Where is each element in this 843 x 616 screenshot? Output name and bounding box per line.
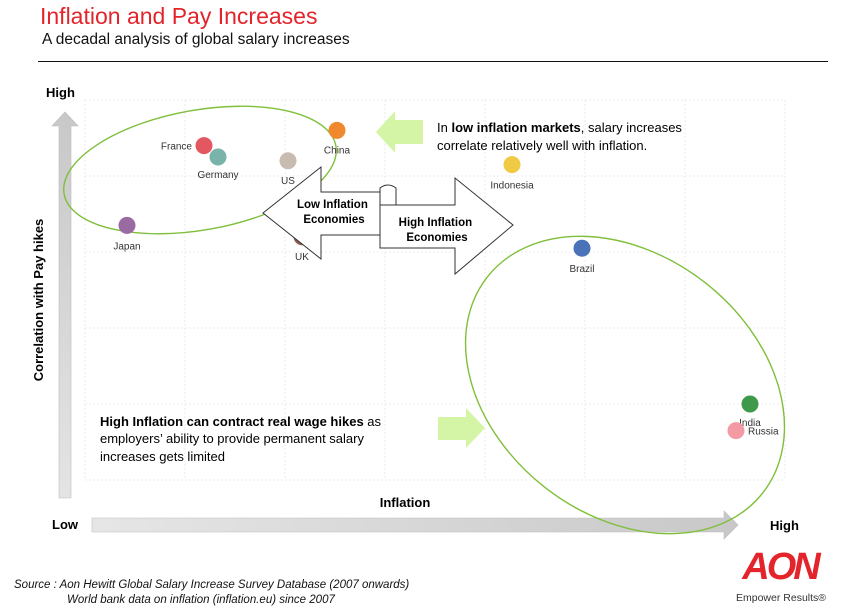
point-label-uk: UK <box>295 252 309 263</box>
point-label-india: India <box>739 418 761 429</box>
aon-tagline: Empower Results® <box>736 592 827 604</box>
x-axis-arrow <box>91 510 739 540</box>
chart-grid <box>84 99 786 481</box>
point-japan <box>118 216 136 234</box>
x-axis-low-label: Low <box>52 517 79 532</box>
source-note: Source : Aon Hewitt Global Salary Increa… <box>14 578 409 608</box>
point-france <box>195 137 213 155</box>
y-axis-title: Correlation with Pay hikes <box>31 219 46 382</box>
point-label-us: US <box>281 176 295 187</box>
point-label-japan: Japan <box>113 241 140 252</box>
point-germany <box>209 148 227 166</box>
point-label-indonesia: Indonesia <box>490 181 534 192</box>
high-inflation-arrow <box>379 176 514 276</box>
point-label-russia: Russia <box>748 427 779 438</box>
point-russia <box>727 422 745 440</box>
note-low-inflation: In low inflation markets, salary increas… <box>437 120 686 153</box>
y-axis-high-label: High <box>46 85 75 100</box>
point-label-china: China <box>324 145 351 156</box>
scroll-fold-decoration <box>379 184 397 206</box>
high-arrow-label: High Inflation Economies <box>399 217 476 244</box>
x-axis-high-label: High <box>770 518 799 533</box>
point-indonesia <box>503 156 521 174</box>
point-india <box>741 395 759 413</box>
green-pointer-arrow-top <box>376 111 423 153</box>
source-line-2: World bank data on inflation (inflation.… <box>67 594 335 606</box>
note-high-inflation: High Inflation can contract real wage hi… <box>100 414 385 464</box>
high-inflation-ellipse <box>464 235 786 535</box>
scatter-points: France Germany US China Japan UK Indonesia Braz… <box>113 121 779 440</box>
page-title: Inflation and Pay Increases <box>40 3 318 29</box>
source-line-1: Source : Aon Hewitt Global Salary Increa… <box>14 579 410 591</box>
green-pointer-arrow-bottom <box>438 408 485 448</box>
low-arrow-label: Low Inflation Economies <box>297 199 371 226</box>
point-us <box>279 152 297 170</box>
low-inflation-ellipse <box>62 105 338 235</box>
point-label-brazil: Brazil <box>569 264 594 275</box>
aon-logo: AON <box>741 546 825 585</box>
point-brazil <box>573 239 591 257</box>
header-divider <box>38 61 828 62</box>
point-label-germany: Germany <box>197 170 238 181</box>
x-axis-title: Inflation <box>380 495 431 510</box>
point-china <box>328 121 346 139</box>
point-label-france: France <box>161 142 193 153</box>
page-subtitle: A decadal analysis of global salary incr… <box>42 31 350 48</box>
y-axis-arrow <box>51 111 79 499</box>
aon-logo-text: AON <box>741 546 822 585</box>
